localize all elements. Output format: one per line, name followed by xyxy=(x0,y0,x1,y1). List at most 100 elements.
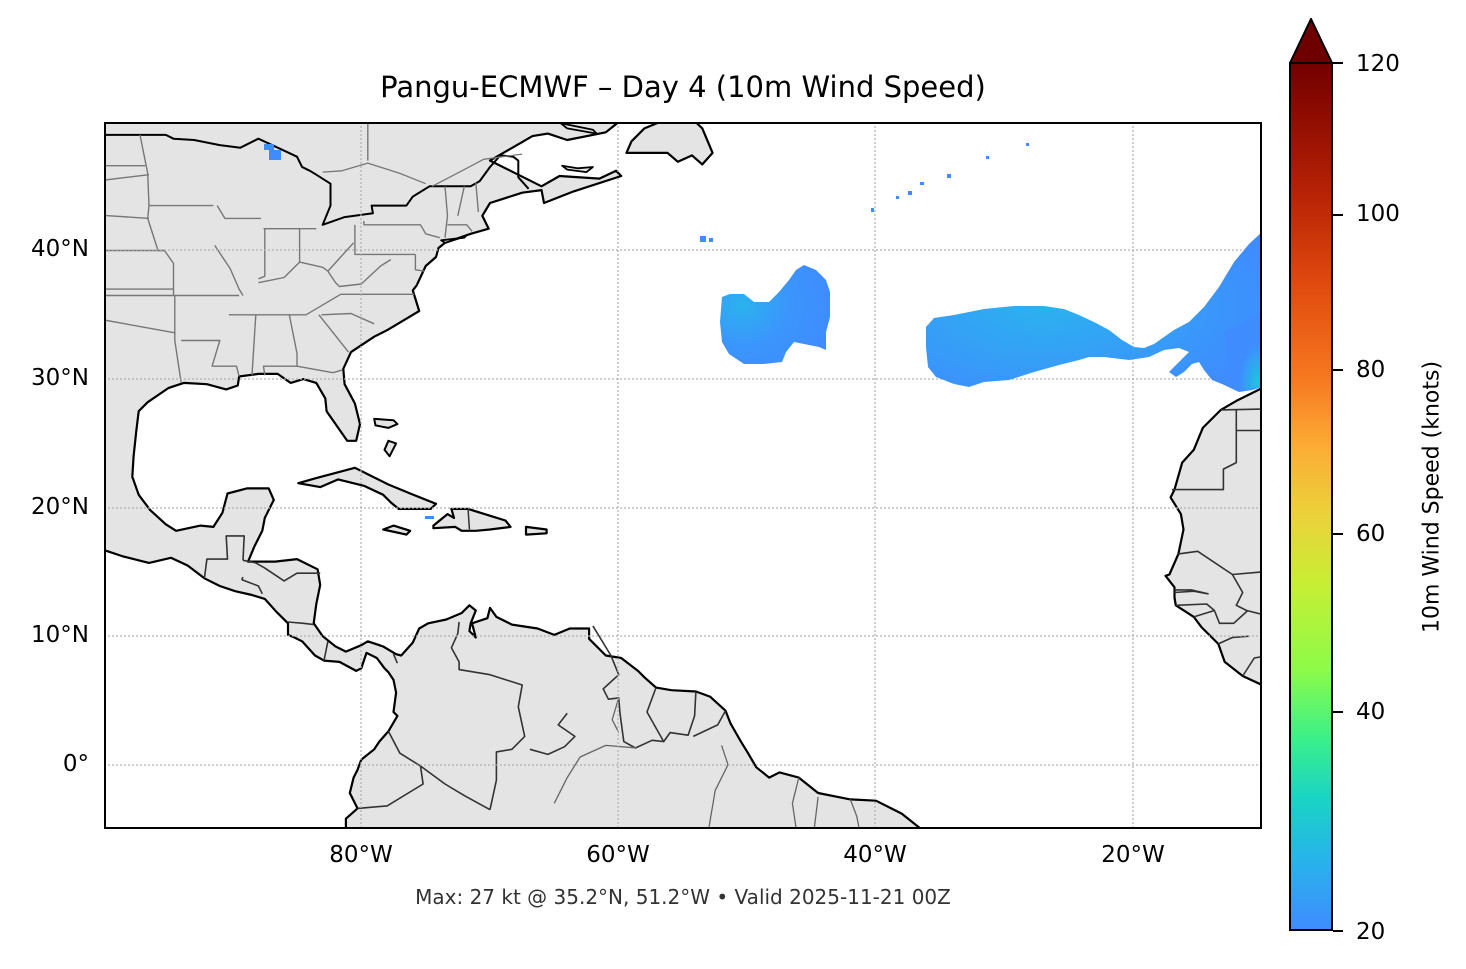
state-boundary xyxy=(216,205,261,220)
chart-title: Pangu-ECMWF – Day 4 (10m Wind Speed) xyxy=(380,70,986,104)
border-us-canada xyxy=(104,133,530,226)
wind-field-azores xyxy=(1224,312,1262,390)
country-border xyxy=(1178,550,1247,612)
country-border xyxy=(255,562,321,582)
state-boundary xyxy=(444,186,449,238)
country-border xyxy=(392,653,399,664)
state-boundary xyxy=(139,134,175,296)
wind-pixel xyxy=(871,208,874,212)
state-boundary xyxy=(181,339,240,377)
state-boundary xyxy=(214,245,244,296)
wind-pixel xyxy=(709,238,713,242)
ocean-pacific xyxy=(104,550,398,829)
colorbar-label: 10m Wind Speed (knots) xyxy=(1419,360,1445,634)
state-boundary xyxy=(318,314,350,353)
y-tick-label: 40°N xyxy=(31,236,89,262)
wind-pixel xyxy=(947,174,951,178)
country-border xyxy=(242,559,256,564)
wind-pixel xyxy=(425,516,429,519)
wind-field-central-atlantic xyxy=(720,265,830,364)
coastline-pacific xyxy=(104,549,399,829)
colorbar-tick xyxy=(1333,369,1343,371)
border-haiti-dr xyxy=(467,508,471,530)
state-boundary xyxy=(553,744,637,804)
land-bahamas-andros xyxy=(383,439,398,458)
colorbar-tick xyxy=(1333,62,1343,64)
land-anticosti xyxy=(559,122,598,135)
wind-pixel xyxy=(920,182,924,185)
country-border xyxy=(592,625,612,656)
country-border xyxy=(1242,655,1262,677)
country-border xyxy=(1232,571,1262,576)
wind-pixel xyxy=(896,196,899,199)
colorbar-tick xyxy=(1333,711,1343,713)
state-boundary xyxy=(174,295,182,384)
colorbar-tick-label: 100 xyxy=(1356,201,1400,227)
state-boundary xyxy=(104,174,150,181)
province-boundary xyxy=(322,162,426,185)
y-tick-label: 20°N xyxy=(31,494,89,520)
country-border xyxy=(646,687,665,742)
country-border xyxy=(1171,429,1262,491)
land-pei xyxy=(561,164,594,173)
land-jamaica xyxy=(382,524,412,536)
colorbar-tick xyxy=(1333,533,1343,535)
wind-pixel xyxy=(429,516,434,519)
country-border xyxy=(1175,603,1215,612)
state-boundary xyxy=(849,799,860,829)
land-cuba xyxy=(297,466,438,510)
state-boundary xyxy=(228,293,415,316)
wind-field-eastern-atlantic xyxy=(926,232,1262,392)
land-bahamas-grand xyxy=(373,417,399,429)
max-value-footnote: Max: 27 kt @ 35.2°N, 51.2°W • Valid 2025… xyxy=(415,885,951,909)
country-border xyxy=(203,535,245,579)
map-canvas xyxy=(104,122,1262,829)
land-hispaniola xyxy=(432,507,512,532)
state-boundary xyxy=(258,261,329,284)
wind-pixel xyxy=(700,236,706,242)
colorbar-tick-label: 40 xyxy=(1356,699,1386,725)
y-tick-label: 30°N xyxy=(31,365,89,391)
wind-pixel xyxy=(1026,143,1029,146)
colorbar-tick-label: 80 xyxy=(1356,357,1386,383)
colorbar xyxy=(1289,62,1333,931)
x-tick-label: 80°W xyxy=(329,842,393,868)
colorbar-extend-arrow xyxy=(1289,18,1333,64)
land-newfoundland xyxy=(625,122,714,166)
country-border xyxy=(287,621,314,626)
state-boundary xyxy=(457,186,465,216)
x-tick-label: 20°W xyxy=(1101,842,1165,868)
state-boundary xyxy=(475,182,480,213)
x-tick-label: 60°W xyxy=(586,842,650,868)
wind-pixel xyxy=(908,191,912,195)
colorbar-tick xyxy=(1333,214,1343,216)
map-panel[interactable] xyxy=(104,122,1262,829)
state-boundary xyxy=(321,312,375,325)
state-boundary xyxy=(813,796,819,829)
state-boundary xyxy=(708,745,729,829)
land-long-island xyxy=(440,235,467,244)
y-tick-label: 0° xyxy=(62,751,89,777)
state-boundary xyxy=(611,697,620,733)
country-border xyxy=(1193,609,1249,625)
colorbar-tick-label: 120 xyxy=(1356,51,1400,77)
wind-pixel xyxy=(264,144,274,150)
state-boundary xyxy=(296,365,343,374)
colorbar-tick xyxy=(1333,930,1343,932)
country-border xyxy=(1246,609,1262,616)
state-boundary xyxy=(251,314,257,376)
country-border xyxy=(357,730,424,810)
colorbar-tick-label: 60 xyxy=(1356,521,1386,547)
country-border xyxy=(420,765,491,811)
country-border xyxy=(323,641,329,661)
state-boundary xyxy=(447,224,473,232)
country-border xyxy=(1220,408,1262,411)
colorbar-tick-label: 20 xyxy=(1356,919,1386,945)
country-border xyxy=(1217,635,1250,645)
map-border xyxy=(104,122,1262,829)
y-tick-label: 10°N xyxy=(31,622,89,648)
state-boundary xyxy=(363,221,440,239)
state-boundary xyxy=(104,214,150,220)
wind-pixel xyxy=(986,156,989,159)
land-puerto-rico xyxy=(524,525,548,536)
